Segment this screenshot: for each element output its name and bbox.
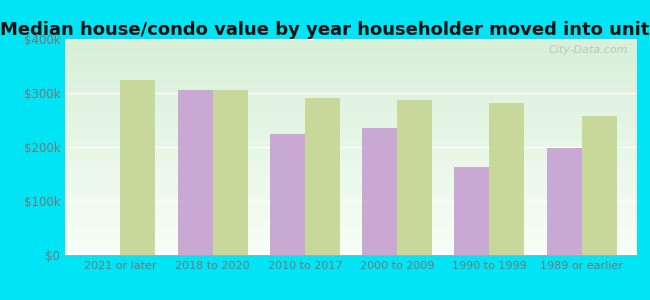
Text: City-Data.com: City-Data.com (549, 46, 629, 56)
Bar (454, 167, 489, 255)
Bar (213, 90, 248, 255)
Bar (362, 128, 397, 255)
Text: Median house/condo value by year householder moved into unit: Median house/condo value by year househo… (0, 21, 650, 39)
Bar (582, 116, 617, 255)
Bar (489, 103, 525, 255)
Bar (397, 100, 432, 255)
Bar (547, 148, 582, 255)
Bar (270, 134, 305, 255)
Bar (305, 98, 340, 255)
Bar (120, 80, 155, 255)
Bar (177, 90, 213, 255)
